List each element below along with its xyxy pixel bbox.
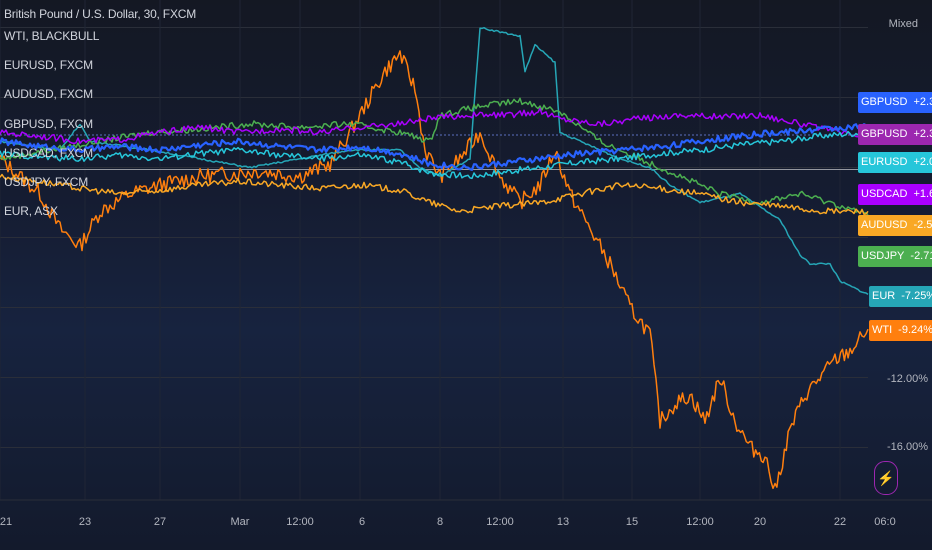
price-label-symbol: GBPUSD	[858, 124, 911, 145]
price-label-change: +1.68%	[910, 184, 932, 205]
legend-item[interactable]: EUR, ASX	[4, 204, 58, 219]
price-label: GBPUSD+2.36%	[858, 92, 932, 113]
price-label: USDCAD+1.68%	[858, 184, 932, 205]
series-line-audusd	[0, 173, 869, 216]
price-label-symbol: EUR	[869, 286, 899, 307]
series-line-wti	[0, 50, 869, 490]
series-line-usdcad	[0, 107, 869, 145]
series-line-eurusd	[0, 128, 869, 180]
price-label-change: +2.36%	[910, 124, 932, 145]
price-label-symbol: AUDUSD	[858, 215, 911, 236]
price-label-change: -2.71%	[907, 246, 932, 267]
price-label-symbol: EURUSD	[858, 152, 911, 173]
price-label-change: -9.24%	[895, 320, 932, 341]
x-tick-label: 20	[753, 516, 767, 528]
x-tick-label: 21	[0, 516, 13, 528]
price-label-change: +2.02%	[910, 152, 932, 173]
legend-item[interactable]: USDJPY, FXCM	[4, 175, 89, 190]
price-label: EUR-7.25%	[869, 286, 932, 307]
price-label-change: -2.50%	[910, 215, 932, 236]
legend-item[interactable]: WTI, BLACKBULL	[4, 29, 100, 43]
price-label: USDJPY-2.71%	[858, 246, 932, 267]
x-tick-label: 12:00	[686, 516, 714, 528]
legend-item[interactable]: EURUSD, FXCM	[4, 58, 93, 73]
scale-mode-label[interactable]: Mixed	[888, 18, 918, 30]
legend-item[interactable]: AUDUSD, FXCM	[4, 87, 93, 102]
price-label-change: -7.25%	[898, 286, 932, 307]
price-label: EURUSD+2.02%	[858, 152, 932, 173]
legend-item[interactable]: GBPUSD, FXCM	[4, 116, 93, 131]
price-label-symbol: USDJPY	[858, 246, 908, 267]
chart-title: British Pound / U.S. Dollar, 30, FXCM	[4, 7, 197, 21]
price-label-symbol: GBPUSD	[858, 92, 911, 113]
series-line-usdjpy	[0, 97, 869, 216]
y-tick-label: -12.00%	[887, 373, 928, 385]
x-tick-label: 8	[436, 516, 444, 528]
x-tick-label: 12:00	[286, 516, 314, 528]
legend-item[interactable]: USDCAD, FXCM	[4, 145, 93, 160]
lightning-icon[interactable]: ⚡	[874, 461, 898, 495]
x-tick-label: Mar	[230, 516, 250, 528]
x-tick-label: 6	[358, 516, 366, 528]
x-tick-label: 27	[153, 516, 167, 528]
x-tick-label: 12:00	[486, 516, 514, 528]
y-tick-label: -16.00%	[887, 441, 928, 453]
series-line-gbpusd	[0, 123, 869, 171]
series-line-eur	[0, 26, 869, 296]
chart-legend: British Pound / U.S. Dollar, 30, FXCM WT…	[4, 7, 196, 226]
price-label: AUDUSD-2.50%	[858, 215, 932, 236]
price-label-symbol: WTI	[869, 320, 896, 341]
grid-lines	[0, 0, 932, 501]
x-tick-label: 06:0	[874, 516, 896, 528]
x-tick-label: 23	[78, 516, 92, 528]
price-label-symbol: USDCAD	[858, 184, 911, 205]
x-tick-label: 15	[625, 516, 639, 528]
x-tick-label: 22	[833, 516, 847, 528]
x-tick-label: 13	[556, 516, 570, 528]
price-label-change: +2.36%	[910, 92, 932, 113]
price-label: GBPUSD+2.36%	[858, 124, 932, 145]
price-label: WTI -9.24%	[869, 320, 932, 341]
series-lines	[0, 26, 869, 490]
